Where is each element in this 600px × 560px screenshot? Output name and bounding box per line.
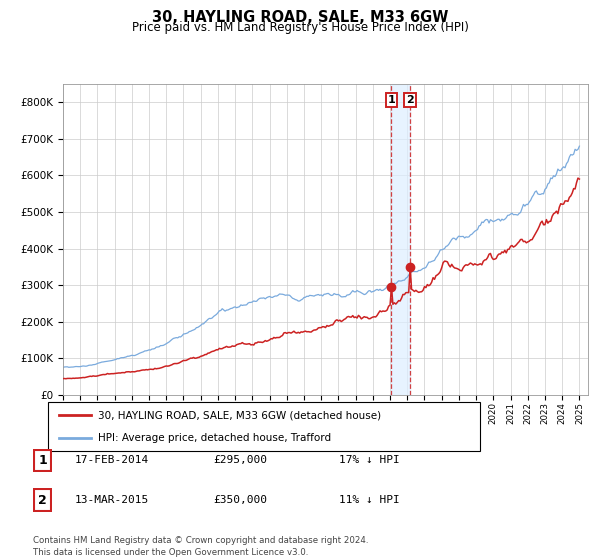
Text: Price paid vs. HM Land Registry's House Price Index (HPI): Price paid vs. HM Land Registry's House … [131,21,469,34]
Text: 17-FEB-2014: 17-FEB-2014 [75,455,149,465]
Text: 30, HAYLING ROAD, SALE, M33 6GW: 30, HAYLING ROAD, SALE, M33 6GW [152,10,448,25]
Text: 1: 1 [388,95,395,105]
Text: Contains HM Land Registry data © Crown copyright and database right 2024.
This d: Contains HM Land Registry data © Crown c… [33,536,368,557]
Text: 1: 1 [38,454,47,467]
Bar [391,84,410,395]
Text: HPI: Average price, detached house, Trafford: HPI: Average price, detached house, Traf… [98,433,331,444]
Text: 2: 2 [38,493,47,507]
Text: 17% ↓ HPI: 17% ↓ HPI [339,455,400,465]
Text: £350,000: £350,000 [213,495,267,505]
Text: 13-MAR-2015: 13-MAR-2015 [75,495,149,505]
Text: 2: 2 [406,95,414,105]
Text: 11% ↓ HPI: 11% ↓ HPI [339,495,400,505]
Text: £295,000: £295,000 [213,455,267,465]
FancyBboxPatch shape [48,402,480,451]
Text: 30, HAYLING ROAD, SALE, M33 6GW (detached house): 30, HAYLING ROAD, SALE, M33 6GW (detache… [98,410,381,421]
